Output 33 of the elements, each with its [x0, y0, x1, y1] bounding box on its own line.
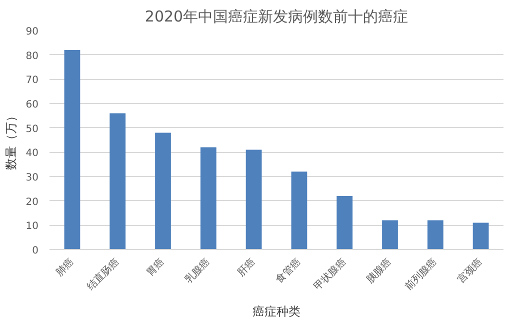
x-tick-label: 宫颈癌: [454, 256, 485, 286]
x-tick-label: 结直肠癌: [84, 256, 122, 293]
bar: [200, 147, 216, 250]
bar: [64, 50, 80, 250]
y-tick-label: 40: [26, 148, 39, 160]
y-tick-label: 90: [26, 26, 39, 38]
bar: [382, 220, 398, 250]
x-tick-label: 胰腺癌: [364, 256, 394, 286]
bar: [155, 132, 171, 250]
x-tick-label: 胃癌: [144, 256, 167, 279]
bar: [427, 220, 444, 250]
y-tick-label: 30: [26, 172, 39, 184]
y-tick-label: 70: [26, 75, 39, 86]
x-tick-label: 甲状腺癌: [312, 256, 348, 293]
x-tick-label: 食管癌: [273, 256, 304, 286]
y-tick-label: 0: [32, 246, 39, 256]
y-tick-label: 60: [26, 100, 39, 110]
y-tick-label: 10: [26, 221, 39, 232]
x-axis-title: 癌症种类: [252, 304, 300, 319]
bar: [472, 222, 489, 250]
x-tick-label: 乳腺癌: [182, 256, 212, 286]
x-tick-label: 前列腺癌: [402, 256, 440, 293]
x-tick-label: 肝癌: [235, 256, 258, 279]
bar: [246, 150, 262, 250]
chart-title: 2020年中国癌症新发病例数前十的癌症: [144, 8, 408, 26]
bar: [291, 172, 308, 250]
y-axis-title: 数量（万）: [4, 110, 18, 170]
bar: [336, 196, 353, 250]
y-tick-label: 50: [26, 124, 39, 135]
bar: [110, 113, 126, 250]
y-tick-label: 80: [26, 50, 39, 62]
y-tick-label: 20: [26, 196, 39, 208]
x-tick-label: 肺癌: [53, 256, 76, 279]
